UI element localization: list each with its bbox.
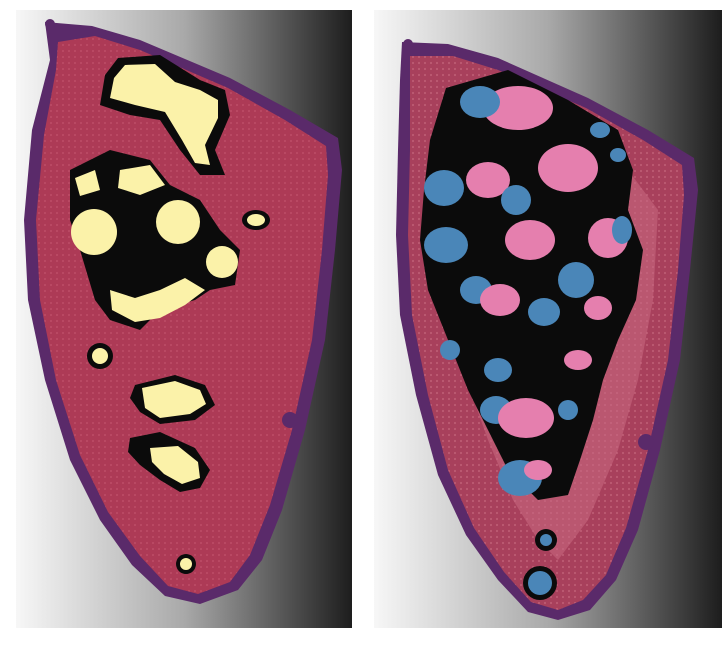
right-region-blue <box>440 340 460 360</box>
left-region-mid-core <box>75 170 100 196</box>
right-region-small-core <box>540 534 552 546</box>
right-region-blue <box>612 216 632 244</box>
right-speck <box>403 39 413 49</box>
right-region-pink <box>466 162 510 198</box>
right-region-blue <box>424 170 464 206</box>
right-region-pink <box>564 350 592 370</box>
right-region-blue <box>558 262 594 298</box>
right-region-blue <box>424 227 468 263</box>
left-region-mid-core <box>118 165 165 195</box>
right-region-pink <box>483 86 553 130</box>
right-region-small-core <box>528 571 552 595</box>
left-region-lower-core <box>142 381 206 418</box>
left-speck <box>45 19 55 29</box>
left-region-mid-core <box>71 209 117 255</box>
right-region-pink <box>524 460 552 480</box>
left-region-small-core <box>247 214 265 226</box>
right-panel-svg <box>374 10 722 628</box>
left-region-mid <box>70 150 240 330</box>
left-panel-svg <box>16 10 352 628</box>
left-region-small-core <box>92 348 108 364</box>
right-region-pink <box>538 144 598 192</box>
right-region-blue <box>590 122 610 138</box>
right-region-blue <box>610 148 626 162</box>
right-region-blue <box>460 86 500 118</box>
left-regions <box>70 55 270 574</box>
left-region-mid-core <box>110 278 205 322</box>
left-region-mid-core <box>156 200 200 244</box>
right-region-blue <box>484 358 512 382</box>
right-speck <box>638 434 654 450</box>
panel-right <box>368 0 727 632</box>
left-region-tip-core <box>180 558 192 570</box>
left-region-mid-core <box>206 246 238 278</box>
left-speck <box>282 412 298 428</box>
right-regions <box>420 70 643 500</box>
right-region-pink <box>584 296 612 320</box>
panel-left <box>0 0 358 632</box>
left-region-lower2-core <box>150 446 200 484</box>
right-region-blue <box>528 298 560 326</box>
right-region-pink <box>498 398 554 438</box>
right-region-blue <box>501 185 531 215</box>
right-region-pink <box>480 284 520 316</box>
right-region-pink <box>505 220 555 260</box>
left-region-top-core <box>110 64 218 165</box>
right-region-blue <box>558 400 578 420</box>
